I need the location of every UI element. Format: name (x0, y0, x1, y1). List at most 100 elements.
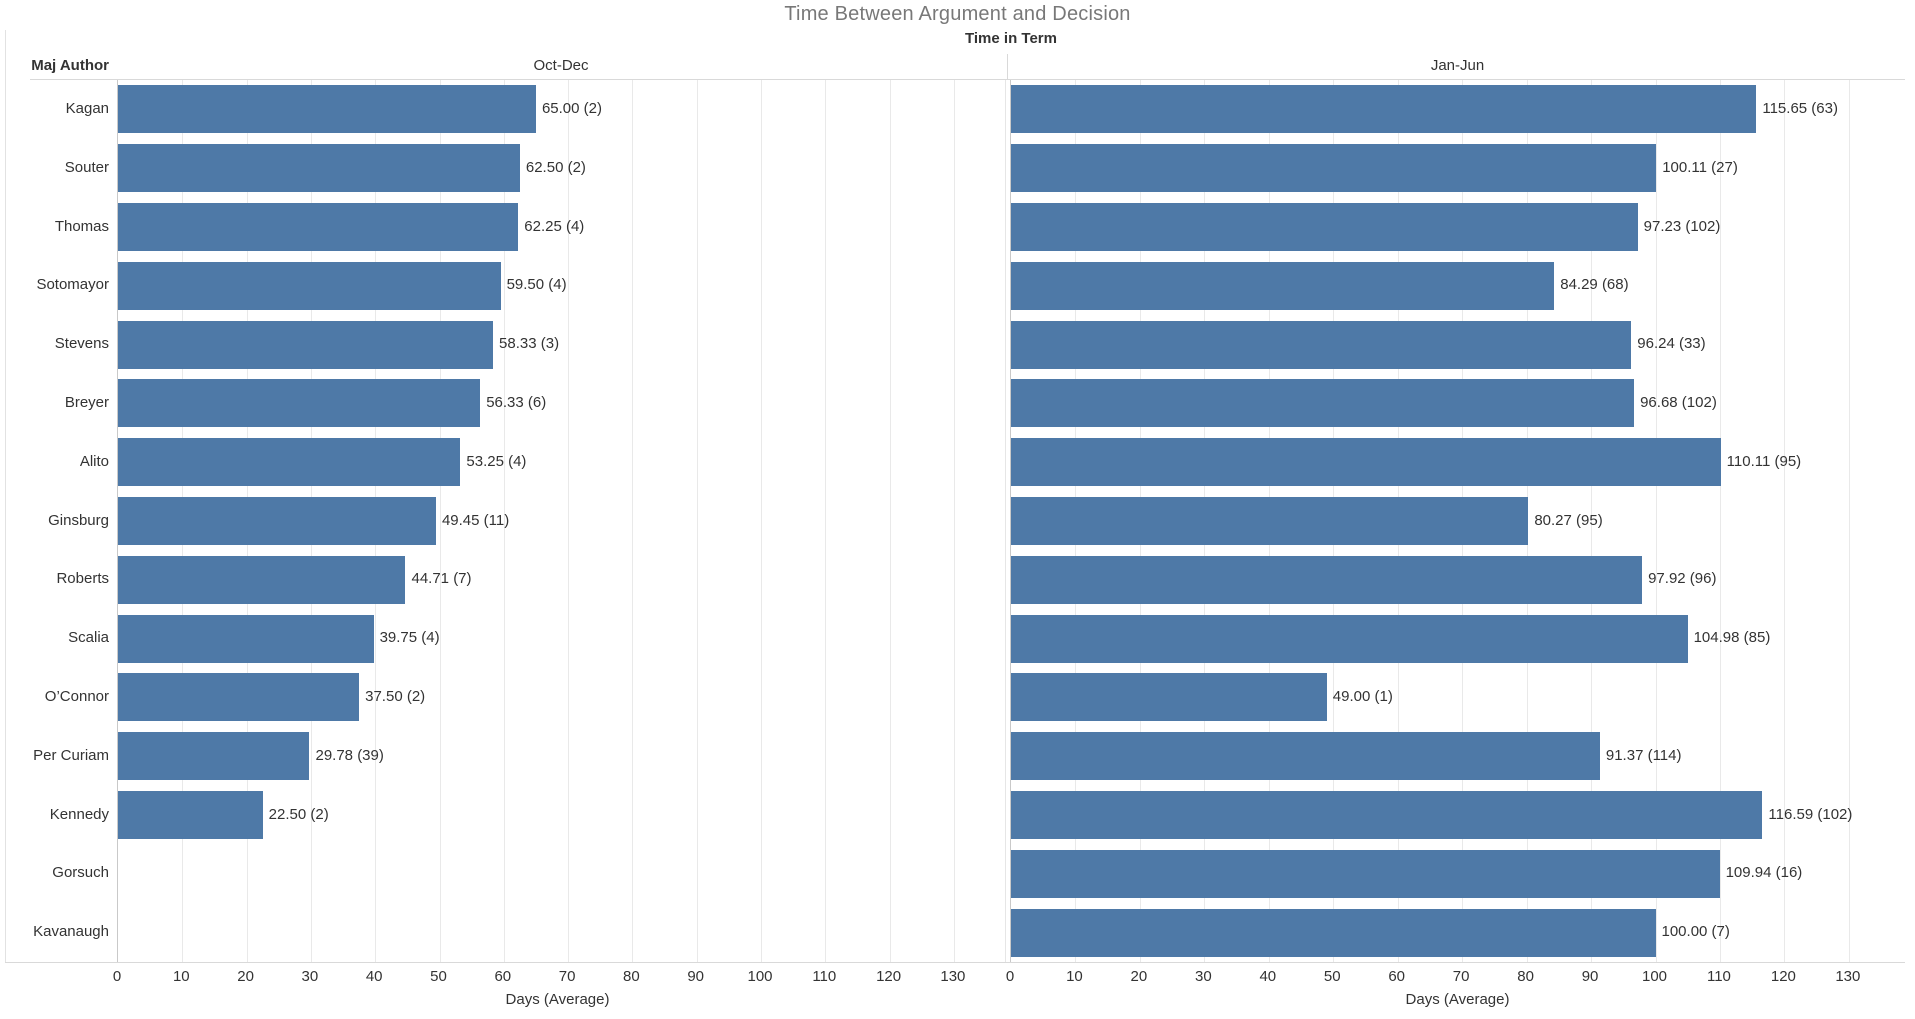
x-tick-label: 110 (812, 968, 837, 985)
gridline (1720, 80, 1721, 962)
bar-value-label: 96.24 (33) (1637, 335, 1706, 353)
row-label-thomas[interactable]: Thomas (54, 217, 109, 235)
row-label-stevens[interactable]: Stevens (54, 335, 109, 353)
x-tick-label: 70 (558, 968, 576, 985)
bar[interactable] (118, 673, 360, 722)
x-tick-label: 50 (1323, 968, 1341, 985)
bar[interactable] (1011, 673, 1327, 722)
x-tick-label: 90 (1581, 968, 1599, 985)
x-tick-label: 100 (747, 968, 773, 985)
bar[interactable] (118, 555, 406, 604)
bar[interactable] (118, 732, 310, 781)
gridline (1591, 80, 1592, 962)
bar[interactable] (118, 497, 436, 545)
x-tick-label: 0 (112, 968, 122, 985)
bar-value-label: 100.11 (27) (1662, 158, 1738, 176)
bar[interactable] (1011, 908, 1656, 957)
bar[interactable] (1011, 203, 1638, 251)
row-field-header: Maj Author (31, 57, 109, 74)
bar-value-label: 49.45 (11) (441, 511, 510, 529)
bar-value-label: 22.50 (2) (268, 805, 329, 823)
bar[interactable] (118, 203, 519, 251)
bar-value-label: 62.50 (2) (525, 158, 586, 176)
row-label-roberts[interactable]: Roberts (56, 570, 109, 588)
panel-oct-dec: 65.00 (2) 62.50 (2) 62.25 (4) 59.50 (4) 58.3… (117, 80, 1006, 962)
bar-value-label: 115.65 (63) (1762, 100, 1838, 117)
bar[interactable] (1011, 320, 1632, 369)
bar[interactable] (118, 379, 481, 428)
bar[interactable] (118, 261, 501, 310)
x-tick-label: 120 (1770, 968, 1796, 985)
row-label-gorsuch[interactable]: Gorsuch (52, 864, 109, 882)
bar[interactable] (1011, 555, 1643, 604)
bar-value-label: 109.94 (16) (1725, 864, 1803, 882)
bar-value-label: 37.50 (2) (365, 688, 426, 705)
row-label-scalia[interactable]: Scalia (68, 629, 109, 647)
x-tick-label: 30 (1195, 968, 1212, 985)
bar[interactable] (118, 614, 374, 663)
bar-value-label: 65.00 (2) (541, 100, 602, 117)
x-tick-label: 60 (1388, 968, 1406, 985)
bar-value-label: 91.37 (114) (1605, 746, 1682, 764)
x-axis-title-label: Days (Average) (1405, 991, 1510, 1008)
bar[interactable] (1011, 85, 1757, 134)
row-label-alito[interactable]: Alito (79, 452, 109, 470)
column-header-oct-dec[interactable]: Oct-Dec (533, 57, 589, 74)
row-label-kagan[interactable]: Kagan (65, 100, 109, 117)
bar[interactable] (118, 320, 494, 369)
row-label-o-connor[interactable]: O’Connor (44, 688, 109, 705)
bar[interactable] (118, 438, 461, 487)
x-tick-label: 70 (1452, 968, 1470, 985)
row-label-kennedy[interactable]: Kennedy (49, 805, 109, 823)
bar[interactable] (1011, 438, 1721, 487)
bar-value-label: 58.33 (3) (499, 335, 560, 353)
bar-value-label: 97.23 (102) (1643, 217, 1721, 235)
bar[interactable] (1011, 261, 1555, 310)
x-tick-label: 80 (623, 968, 640, 985)
x-tick-label: 60 (494, 968, 512, 985)
bar-value-label: 116.59 (102) (1768, 805, 1853, 823)
row-label-souter[interactable]: Souter (64, 158, 109, 176)
bar[interactable] (1011, 614, 1688, 663)
row-label-breyer[interactable]: Breyer (64, 394, 109, 411)
chart-title: Time Between Argument and Decision (784, 3, 1131, 25)
row-label-sotomayor[interactable]: Sotomayor (36, 276, 109, 294)
x-tick-label: 40 (365, 968, 383, 985)
bar[interactable] (1011, 379, 1635, 428)
x-tick-label: 50 (430, 968, 447, 985)
row-label-kavanaugh[interactable]: Kavanaugh (33, 923, 109, 941)
bar[interactable] (118, 85, 536, 134)
bar[interactable] (1011, 849, 1720, 898)
bar-value-label: 53.25 (4) (466, 452, 527, 470)
bar[interactable] (118, 144, 520, 193)
gridline (825, 80, 826, 962)
bar[interactable] (1011, 732, 1600, 781)
bar-value-label: 104.98 (85) (1693, 629, 1771, 647)
gridline (761, 80, 762, 962)
bar[interactable] (118, 791, 263, 839)
bar[interactable] (1011, 791, 1763, 839)
bar-value-label: 56.33 (6) (486, 394, 547, 411)
gridline (1656, 80, 1657, 962)
worksheet-left-border (5, 30, 6, 962)
row-label-per-curiam[interactable]: Per Curiam (33, 746, 109, 764)
gridline (568, 80, 569, 962)
gridline (504, 80, 505, 962)
gridline (1849, 80, 1850, 962)
bar-value-label: 59.50 (4) (506, 276, 567, 294)
gridline (440, 80, 441, 962)
x-tick-label: 10 (1066, 968, 1083, 985)
bar[interactable] (1011, 144, 1657, 193)
column-header-jan-jun[interactable]: Jan-Jun (1430, 57, 1485, 74)
row-label-ginsburg[interactable]: Ginsburg (48, 511, 109, 529)
column-field-header: Time in Term (965, 30, 1057, 47)
bar[interactable] (1011, 497, 1529, 545)
bar-value-label: 110.11 (95) (1726, 452, 1802, 470)
gridline (890, 80, 891, 962)
x-axis-line (5, 962, 1905, 963)
bar-value-label: 44.71 (7) (411, 570, 472, 588)
gridline (697, 80, 698, 962)
x-tick-label: 0 (1005, 968, 1015, 985)
x-tick-label: 10 (172, 968, 190, 985)
